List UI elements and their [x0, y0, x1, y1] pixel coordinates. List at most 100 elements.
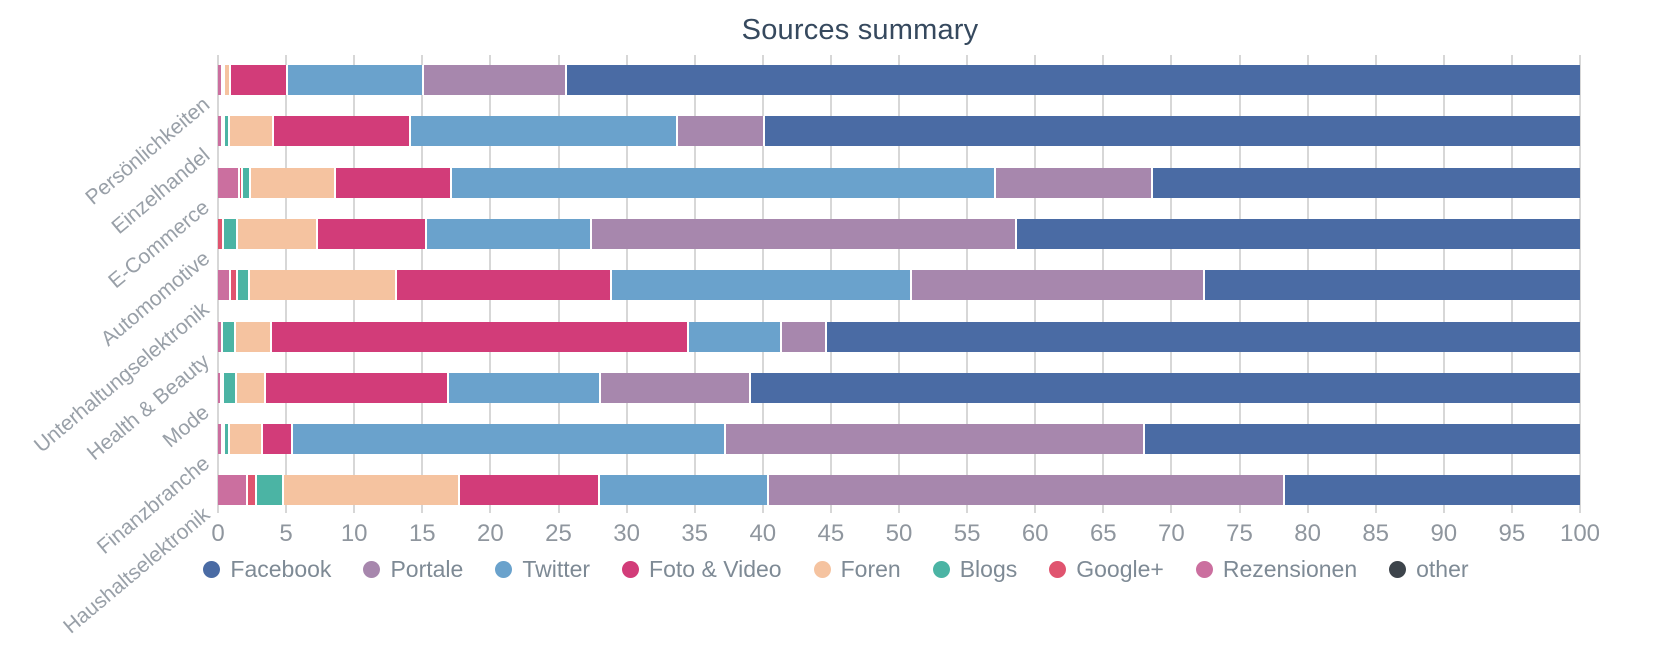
bar-segment-foto-video[interactable]: [333, 167, 450, 198]
bar-segment-facebook[interactable]: [762, 116, 1580, 147]
bar-segment-facebook[interactable]: [1202, 270, 1580, 301]
x-tick-label: 90: [1430, 520, 1458, 547]
bar-segment-foren[interactable]: [249, 167, 334, 198]
bar-segment-google-[interactable]: [245, 475, 255, 506]
bar-segment-twitter[interactable]: [290, 424, 724, 455]
legend-label: Foto & Video: [649, 556, 782, 582]
bar-segment-facebook[interactable]: [1150, 167, 1580, 198]
bar-segment-rezensionen[interactable]: [218, 424, 221, 455]
bar-row-einzelhandel: [218, 116, 1580, 147]
legend-dot-icon: [363, 561, 381, 578]
x-tick-label: 25: [545, 520, 572, 547]
bar-segment-foto-video[interactable]: [260, 424, 291, 455]
bar-segment-facebook[interactable]: [1143, 424, 1580, 455]
bar-segment-blogs[interactable]: [235, 270, 248, 301]
bar-segment-facebook[interactable]: [1014, 218, 1580, 249]
legend-item-other[interactable]: other: [1389, 556, 1469, 583]
bar-segment-twitter[interactable]: [610, 270, 910, 301]
chart-title: Sources summary: [741, 14, 979, 46]
legend-item-facebook[interactable]: Facebook: [203, 556, 331, 583]
legend-item-foren[interactable]: Foren: [813, 556, 901, 583]
bar-segment-google-[interactable]: [228, 270, 236, 301]
bar-segment-rezensionen[interactable]: [218, 65, 221, 95]
legend-item-rezensionen[interactable]: Rezensionen: [1195, 556, 1358, 583]
legend-item-twitter[interactable]: Twitter: [495, 556, 590, 583]
bar-segment-portale[interactable]: [909, 270, 1203, 301]
bar-segment-rezensionen[interactable]: [218, 167, 239, 198]
bar-segment-foren[interactable]: [235, 372, 265, 403]
bar-segment-foren[interactable]: [234, 321, 270, 352]
bar-segment-twitter[interactable]: [686, 321, 781, 352]
y-category-label: Mode: [159, 400, 215, 452]
legend-item-foto-video[interactable]: Foto & Video: [622, 556, 782, 583]
bar-segment-foren[interactable]: [223, 65, 229, 95]
bar-segment-foren[interactable]: [281, 475, 458, 506]
bar-segment-portale[interactable]: [599, 372, 750, 403]
bar-segment-rezensionen[interactable]: [218, 270, 229, 301]
legend: Facebook Portale Twitter Foto & Video Foren B…: [0, 556, 1672, 583]
bar-segment-blogs[interactable]: [254, 475, 282, 506]
legend-item-portale[interactable]: Portale: [363, 556, 463, 583]
bar-segment-portale[interactable]: [589, 218, 1015, 249]
x-tick-label: 80: [1294, 520, 1321, 547]
bar-segment-blogs[interactable]: [222, 372, 235, 403]
bar-segment-google-[interactable]: [238, 167, 242, 198]
bar-segment-facebook[interactable]: [825, 321, 1580, 352]
bar-segment-twitter[interactable]: [597, 475, 767, 506]
bar-segment-rezensionen[interactable]: [218, 321, 221, 352]
bar-segment-google-[interactable]: [220, 424, 223, 455]
bar-segment-facebook[interactable]: [1283, 475, 1580, 506]
bar-segment-portale[interactable]: [723, 424, 1143, 455]
bar-segment-foto-video[interactable]: [264, 372, 447, 403]
bar-segment-foto-video[interactable]: [316, 218, 425, 249]
x-tick-label: 85: [1362, 520, 1390, 547]
bar-segment-foto-video[interactable]: [228, 65, 287, 95]
bar-segment-twitter[interactable]: [408, 116, 676, 147]
bar-segment-facebook[interactable]: [749, 372, 1580, 403]
bar-segment-foren[interactable]: [228, 424, 261, 455]
bar-segment-rezensionen[interactable]: [218, 475, 246, 506]
bar-segment-twitter[interactable]: [446, 372, 600, 403]
bar-row-health-beauty: [218, 321, 1580, 352]
bar-segment-blogs[interactable]: [220, 65, 224, 95]
bar-segment-foren[interactable]: [247, 270, 396, 301]
x-tick-label: 35: [681, 520, 709, 547]
bar-segment-foto-video[interactable]: [457, 475, 598, 506]
bar-segment-foto-video[interactable]: [269, 321, 687, 352]
bar-segment-facebook[interactable]: [565, 65, 1580, 95]
bar-segment-blogs[interactable]: [222, 218, 236, 249]
bar-segment-twitter[interactable]: [449, 167, 995, 198]
legend-label: Google+: [1076, 556, 1164, 582]
legend-label: Facebook: [230, 556, 332, 582]
legend-label: Twitter: [522, 556, 591, 582]
x-tick-label: 70: [1158, 520, 1185, 547]
bar-segment-google-[interactable]: [218, 218, 223, 249]
bar-segment-twitter[interactable]: [424, 218, 590, 249]
bar-row-haushaltselektronik: [218, 475, 1580, 506]
bar-segment-google-[interactable]: [220, 116, 224, 147]
bar-segment-blogs[interactable]: [223, 116, 228, 147]
bar-segment-blogs[interactable]: [222, 424, 229, 455]
bar-segment-blogs[interactable]: [220, 321, 235, 352]
bar-segment-twitter[interactable]: [286, 65, 423, 95]
bar-segment-portale[interactable]: [780, 321, 826, 352]
legend-label: Rezensionen: [1222, 556, 1358, 582]
bar-segment-foren[interactable]: [227, 116, 273, 147]
legend-dot-icon: [203, 561, 221, 578]
bar-segment-rezensionen[interactable]: [218, 372, 221, 403]
bar-segment-portale[interactable]: [766, 475, 1284, 506]
bar-segment-blogs[interactable]: [241, 167, 250, 198]
bar-segment-rezensionen[interactable]: [218, 116, 221, 147]
bar-row-unterhaltungselektronik: [218, 270, 1580, 301]
bar-segment-foto-video[interactable]: [272, 116, 409, 147]
legend-item-google-[interactable]: Google+: [1049, 556, 1164, 583]
bar-segment-foto-video[interactable]: [395, 270, 611, 301]
bar-segment-portale[interactable]: [675, 116, 763, 147]
legend-item-blogs[interactable]: Blogs: [932, 556, 1017, 583]
bar-segment-portale[interactable]: [994, 167, 1151, 198]
bar-segment-google-[interactable]: [220, 372, 223, 403]
bar-segment-foren[interactable]: [235, 218, 317, 249]
bar-row-pers-nlichkeiten: [218, 65, 1580, 95]
bar-segment-portale[interactable]: [422, 65, 566, 95]
bar-row-finanzbranche: [218, 424, 1580, 455]
